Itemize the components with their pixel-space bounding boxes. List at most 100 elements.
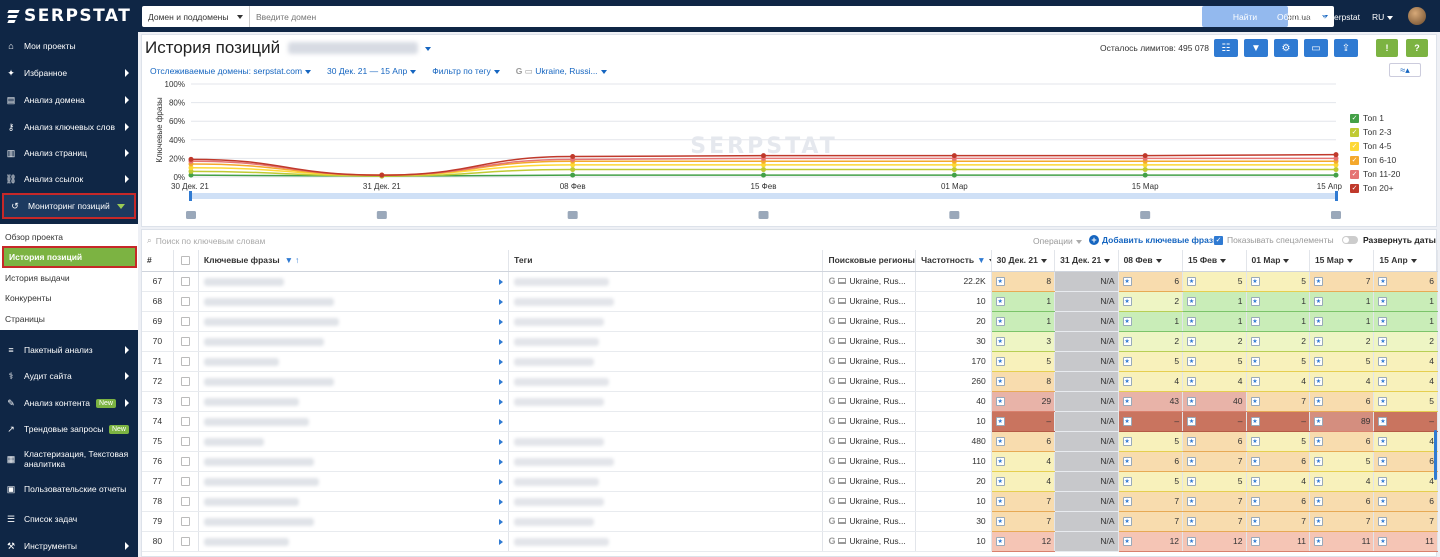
data-point[interactable]	[570, 154, 576, 160]
table-row[interactable]: 68 G Ukraine, Rus... 10 ★ 1 N/A ★ 2 ★ 1 ★ 1 ★ 1 ★ 1	[142, 291, 1438, 312]
data-point[interactable]	[1333, 172, 1339, 178]
position-cell[interactable]: ★ 5	[1182, 351, 1247, 372]
keyword-cell[interactable]	[198, 491, 510, 512]
position-cell[interactable]: N/A	[1054, 291, 1119, 312]
legend-item[interactable]: ✓ Топ 11-20	[1350, 167, 1400, 181]
row-checkbox-cell[interactable]	[173, 311, 199, 332]
chevron-right-icon[interactable]	[499, 359, 504, 365]
serp-snapshot-icon[interactable]: ★	[995, 416, 1005, 426]
data-point[interactable]	[761, 162, 766, 168]
serp-snapshot-icon[interactable]: ★	[1378, 456, 1388, 466]
serp-snapshot-icon[interactable]: ★	[1187, 536, 1197, 546]
position-cell[interactable]: ★ 4	[991, 451, 1056, 472]
table-row[interactable]: 71 G Ukraine, Rus... 170 ★ 5 N/A ★ 5 ★ 5 ★ 5 ★ 5 ★ 4	[142, 351, 1438, 372]
position-cell[interactable]: ★ 7	[1182, 511, 1247, 532]
serp-snapshot-icon[interactable]: ★	[995, 436, 1005, 446]
col-keywords[interactable]: Ключевые фразы ▼ ↑	[198, 250, 510, 272]
comment-marker-icon[interactable]	[758, 211, 769, 219]
avatar[interactable]	[1408, 7, 1426, 25]
tags-cell[interactable]	[508, 271, 824, 292]
serp-snapshot-icon[interactable]: ★	[1187, 336, 1197, 346]
keyword-cell[interactable]	[198, 531, 510, 552]
row-checkbox-cell[interactable]	[173, 391, 199, 412]
data-point[interactable]	[570, 167, 576, 173]
row-checkbox[interactable]	[181, 517, 191, 527]
row-checkbox-cell[interactable]	[173, 471, 199, 492]
position-cell[interactable]: ★ 7	[1182, 451, 1247, 472]
position-cell[interactable]: ★ 12	[991, 531, 1056, 552]
serp-snapshot-icon[interactable]: ★	[1250, 376, 1260, 386]
tags-cell[interactable]	[508, 411, 824, 432]
serp-snapshot-icon[interactable]: ★	[1122, 516, 1132, 526]
serp-snapshot-icon[interactable]: ★	[1313, 376, 1323, 386]
position-cell[interactable]: ★ 7	[1309, 271, 1375, 292]
help-button[interactable]: ?	[1406, 39, 1428, 57]
serp-snapshot-icon[interactable]: ★	[1122, 396, 1132, 406]
data-point[interactable]	[951, 162, 957, 168]
keyword-cell[interactable]	[198, 511, 510, 532]
position-cell[interactable]: N/A	[1054, 411, 1119, 432]
position-cell[interactable]: ★ 4	[1373, 431, 1438, 452]
serp-snapshot-icon[interactable]: ★	[1122, 536, 1132, 546]
region-filter[interactable]: G ▭ Ukraine, Russi...	[516, 66, 607, 77]
position-cell[interactable]: ★ 5	[1246, 271, 1310, 292]
chevron-right-icon[interactable]	[499, 279, 504, 285]
col-date[interactable]: 08 Фев	[1118, 250, 1184, 272]
row-checkbox[interactable]	[181, 537, 191, 547]
tags-cell[interactable]	[508, 511, 824, 532]
serp-snapshot-icon[interactable]: ★	[1313, 276, 1323, 286]
position-cell[interactable]: ★ 2	[1246, 331, 1310, 352]
serp-snapshot-icon[interactable]: ★	[1187, 416, 1197, 426]
data-point[interactable]	[188, 172, 194, 178]
tags-cell[interactable]	[508, 451, 824, 472]
sidebar-item[interactable]: ⚒ Инструменты	[0, 536, 138, 556]
table-row[interactable]: 67 G Ukraine, Rus... 22.2K ★ 8 N/A ★ 6 ★ 5 ★ 5 ★ 7 ★ 6	[142, 271, 1438, 292]
serp-snapshot-icon[interactable]: ★	[1378, 416, 1388, 426]
table-row[interactable]: 74 G Ukraine, Rus... 10 ★ – N/A ★ – ★ – ★ – ★ 89 ★ –	[142, 411, 1438, 432]
position-cell[interactable]: N/A	[1054, 531, 1119, 552]
serp-snapshot-icon[interactable]: ★	[1187, 296, 1197, 306]
row-checkbox[interactable]	[181, 457, 191, 467]
position-cell[interactable]: N/A	[1054, 431, 1119, 452]
serp-snapshot-icon[interactable]: ★	[1122, 476, 1132, 486]
serp-snapshot-icon[interactable]: ★	[1378, 376, 1388, 386]
sidebar-item[interactable]: ⌂ Мои проекты	[0, 36, 138, 56]
position-cell[interactable]: ★ 4	[1118, 371, 1184, 392]
chevron-right-icon[interactable]	[499, 339, 504, 345]
position-cell[interactable]: ★ 7	[1118, 491, 1184, 512]
col-date[interactable]: 15 Фев	[1182, 250, 1247, 272]
position-cell[interactable]: ★ –	[1246, 411, 1310, 432]
position-cell[interactable]: ★ 12	[1182, 531, 1247, 552]
keyword-cell[interactable]	[198, 331, 510, 352]
position-cell[interactable]: ★ 4	[1246, 471, 1310, 492]
position-cell[interactable]: ★ 6	[1309, 491, 1375, 512]
keyword-cell[interactable]	[198, 351, 510, 372]
position-cell[interactable]: ★ 6	[1373, 451, 1438, 472]
keyword-cell[interactable]	[198, 431, 510, 452]
keyword-cell[interactable]	[198, 291, 510, 312]
serp-snapshot-icon[interactable]: ★	[1122, 416, 1132, 426]
serp-snapshot-icon[interactable]: ★	[1313, 356, 1323, 366]
serp-snapshot-icon[interactable]: ★	[1187, 476, 1197, 486]
position-cell[interactable]: ★ 8	[991, 271, 1056, 292]
row-checkbox-cell[interactable]	[173, 451, 199, 472]
table-row[interactable]: 75 G Ukraine, Rus... 480 ★ 6 N/A ★ 5 ★ 6 ★ 5 ★ 6 ★ 4	[142, 431, 1438, 452]
col-date[interactable]: 15 Мар	[1309, 250, 1375, 272]
position-cell[interactable]: ★ 7	[1246, 511, 1310, 532]
position-cell[interactable]: N/A	[1054, 391, 1119, 412]
serp-snapshot-icon[interactable]: ★	[1378, 356, 1388, 366]
position-cell[interactable]: ★ 3	[991, 331, 1056, 352]
keyword-search[interactable]: ⌕ Поиск по ключевым словам	[147, 235, 266, 246]
serp-snapshot-icon[interactable]: ★	[1250, 476, 1260, 486]
position-cell[interactable]: ★ 1	[1309, 311, 1375, 332]
vertical-scrollbar[interactable]	[1434, 430, 1437, 480]
sidebar-item[interactable]: ≡ Пакетный анализ	[0, 340, 138, 360]
position-cell[interactable]: ★ 7	[1373, 511, 1438, 532]
serp-snapshot-icon[interactable]: ★	[1250, 456, 1260, 466]
row-checkbox-cell[interactable]	[173, 331, 199, 352]
updates-link[interactable]: Обновления Serpstat	[1277, 12, 1360, 22]
chevron-down-icon[interactable]	[425, 47, 431, 51]
serp-snapshot-icon[interactable]: ★	[1250, 316, 1260, 326]
serp-snapshot-icon[interactable]: ★	[1122, 436, 1132, 446]
sidebar-item[interactable]: ▤ Анализ домена	[0, 90, 138, 110]
